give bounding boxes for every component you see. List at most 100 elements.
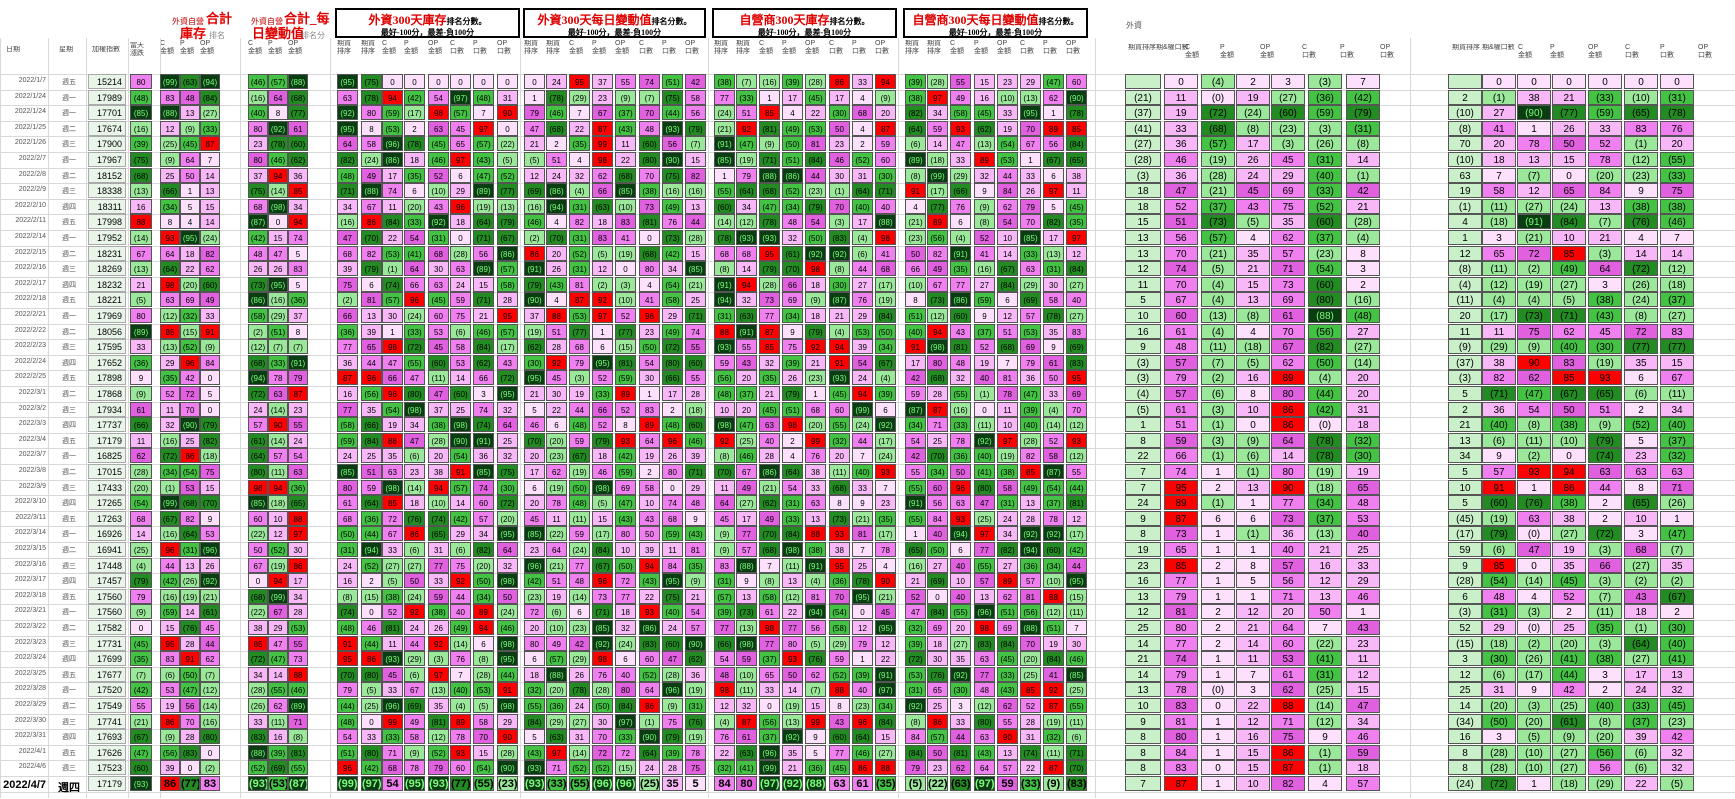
score-cell: (14) [569,589,590,604]
combo1-title2: 庫存 [180,26,207,41]
right-b-cell: 15 [1660,355,1694,370]
score-cell: (49) [662,199,683,214]
score-cell: 84 [997,183,1018,198]
score-cell: 6 [1043,168,1064,183]
score-cell: 72 [615,745,636,760]
column-header: P 金額 [404,40,418,55]
row-index: 17701 [88,105,126,120]
score-cell: 54 [404,230,425,245]
score-cell: 77 [759,636,780,651]
right-a-cell: 6 [1201,511,1235,526]
right-b-cell: 56 [1588,760,1622,775]
score-cell: 1 [639,386,660,401]
right-a-cell: 48 [1346,495,1380,510]
right-a-cell: (8) [1346,136,1380,151]
score-cell: 76 [852,292,873,307]
score-cell: 59 [361,480,382,495]
score-cell: (81) [759,121,780,136]
right-a-cell: (78) [1308,448,1342,463]
score-cell: (58) [248,308,268,323]
score-cell: (63) [736,308,757,323]
score-cell: 85 [1020,682,1041,697]
score-cell: 47 [950,136,971,151]
right-a-cell: 27 [1346,324,1380,339]
score-cell: (56) [160,745,180,760]
score-cell: 60 [829,402,850,417]
score-cell: 52 [592,417,613,432]
score-cell: 89 [473,604,494,619]
row-index: 17967 [88,152,126,167]
score-cell: (63) [950,776,971,791]
score-cell: (48) [569,417,590,432]
right-b-cell: (65) [1624,495,1658,510]
right-b-cell: 83 [1552,355,1586,370]
score-cell: (46) [524,214,545,229]
right-b-cell: (3) [1588,542,1622,557]
score-cell: 45 [428,339,449,354]
right-a-cell: 20 [1346,386,1380,401]
right-b-header: C 口數 [1625,44,1639,59]
score-cell: 84 [200,355,220,370]
row-date: 2022/2/17 [14,280,46,287]
score-cell: (7) [200,667,220,682]
score-cell: (21) [875,589,896,604]
score-cell: 53 [200,526,220,541]
score-cell: 82 [569,214,590,229]
right-a-rank: 9 [1125,339,1161,354]
score-cell: 4 [782,448,803,463]
right-b-rank: (24) [1448,776,1482,791]
right-a-cell: (23) [1308,246,1342,261]
row-index: 17015 [88,464,126,479]
row-index: 18311 [88,199,126,214]
right-b-cell: (38) [1552,495,1586,510]
right-b-header: 期貨排序 [1452,44,1480,51]
score-cell: (56) [361,386,382,401]
score-cell: 0 [200,745,220,760]
right-b-cell: (38) [1588,292,1622,307]
score-cell: 45 [200,620,220,635]
right-b-cell: 14 [1660,246,1694,261]
right-a-cell: 57 [1164,355,1198,370]
score-cell: (8) [905,168,926,183]
score-cell: 64 [639,682,660,697]
score-cell: 32 [736,292,757,307]
score-cell: (95) [1020,105,1041,120]
grid-line [708,38,709,798]
row-week: 週三 [62,765,76,772]
score-cell: (67) [160,511,180,526]
score-cell: (82) [1043,214,1064,229]
score-cell: 34 [473,526,494,541]
column-header: OP 金額 [615,40,629,55]
score-cell: (7) [685,136,706,151]
spot-change-cell: (13) [130,183,152,198]
right-a-cell: (25) [1308,682,1342,697]
score-cell: 26 [546,261,567,276]
score-cell: (44) [361,526,382,541]
right-a-cell: (1) [1308,745,1342,760]
score-cell: (22) [546,526,567,541]
score-cell: (53) [382,121,403,136]
score-cell: (41) [974,464,995,479]
score-cell: (35) [1066,214,1087,229]
score-cell: (77) [497,183,518,198]
right-a-cell: 3 [1236,682,1270,697]
score-cell: 18 [805,277,826,292]
right-a-rank: (37) [1125,105,1161,120]
score-cell: 40 [974,370,995,385]
score-cell: (10) [1043,573,1064,588]
right-a-cell: 64 [1271,433,1305,448]
row-index: 17741 [88,714,126,729]
score-cell: (73) [736,604,757,619]
score-cell: 25 [497,433,518,448]
right-a-cell: (48) [1346,308,1380,323]
score-cell: 28 [759,448,780,463]
score-cell: (99) [927,168,948,183]
score-cell: 71 [382,745,403,760]
right-a-rank: 10 [1125,308,1161,323]
score-cell: (38) [714,74,735,89]
spot-change-cell: (35) [130,651,152,666]
score-cell: (22) [927,776,948,791]
score-cell: 54 [805,214,826,229]
right-b-cell: 27 [1482,105,1516,120]
score-cell: 77 [974,667,995,682]
